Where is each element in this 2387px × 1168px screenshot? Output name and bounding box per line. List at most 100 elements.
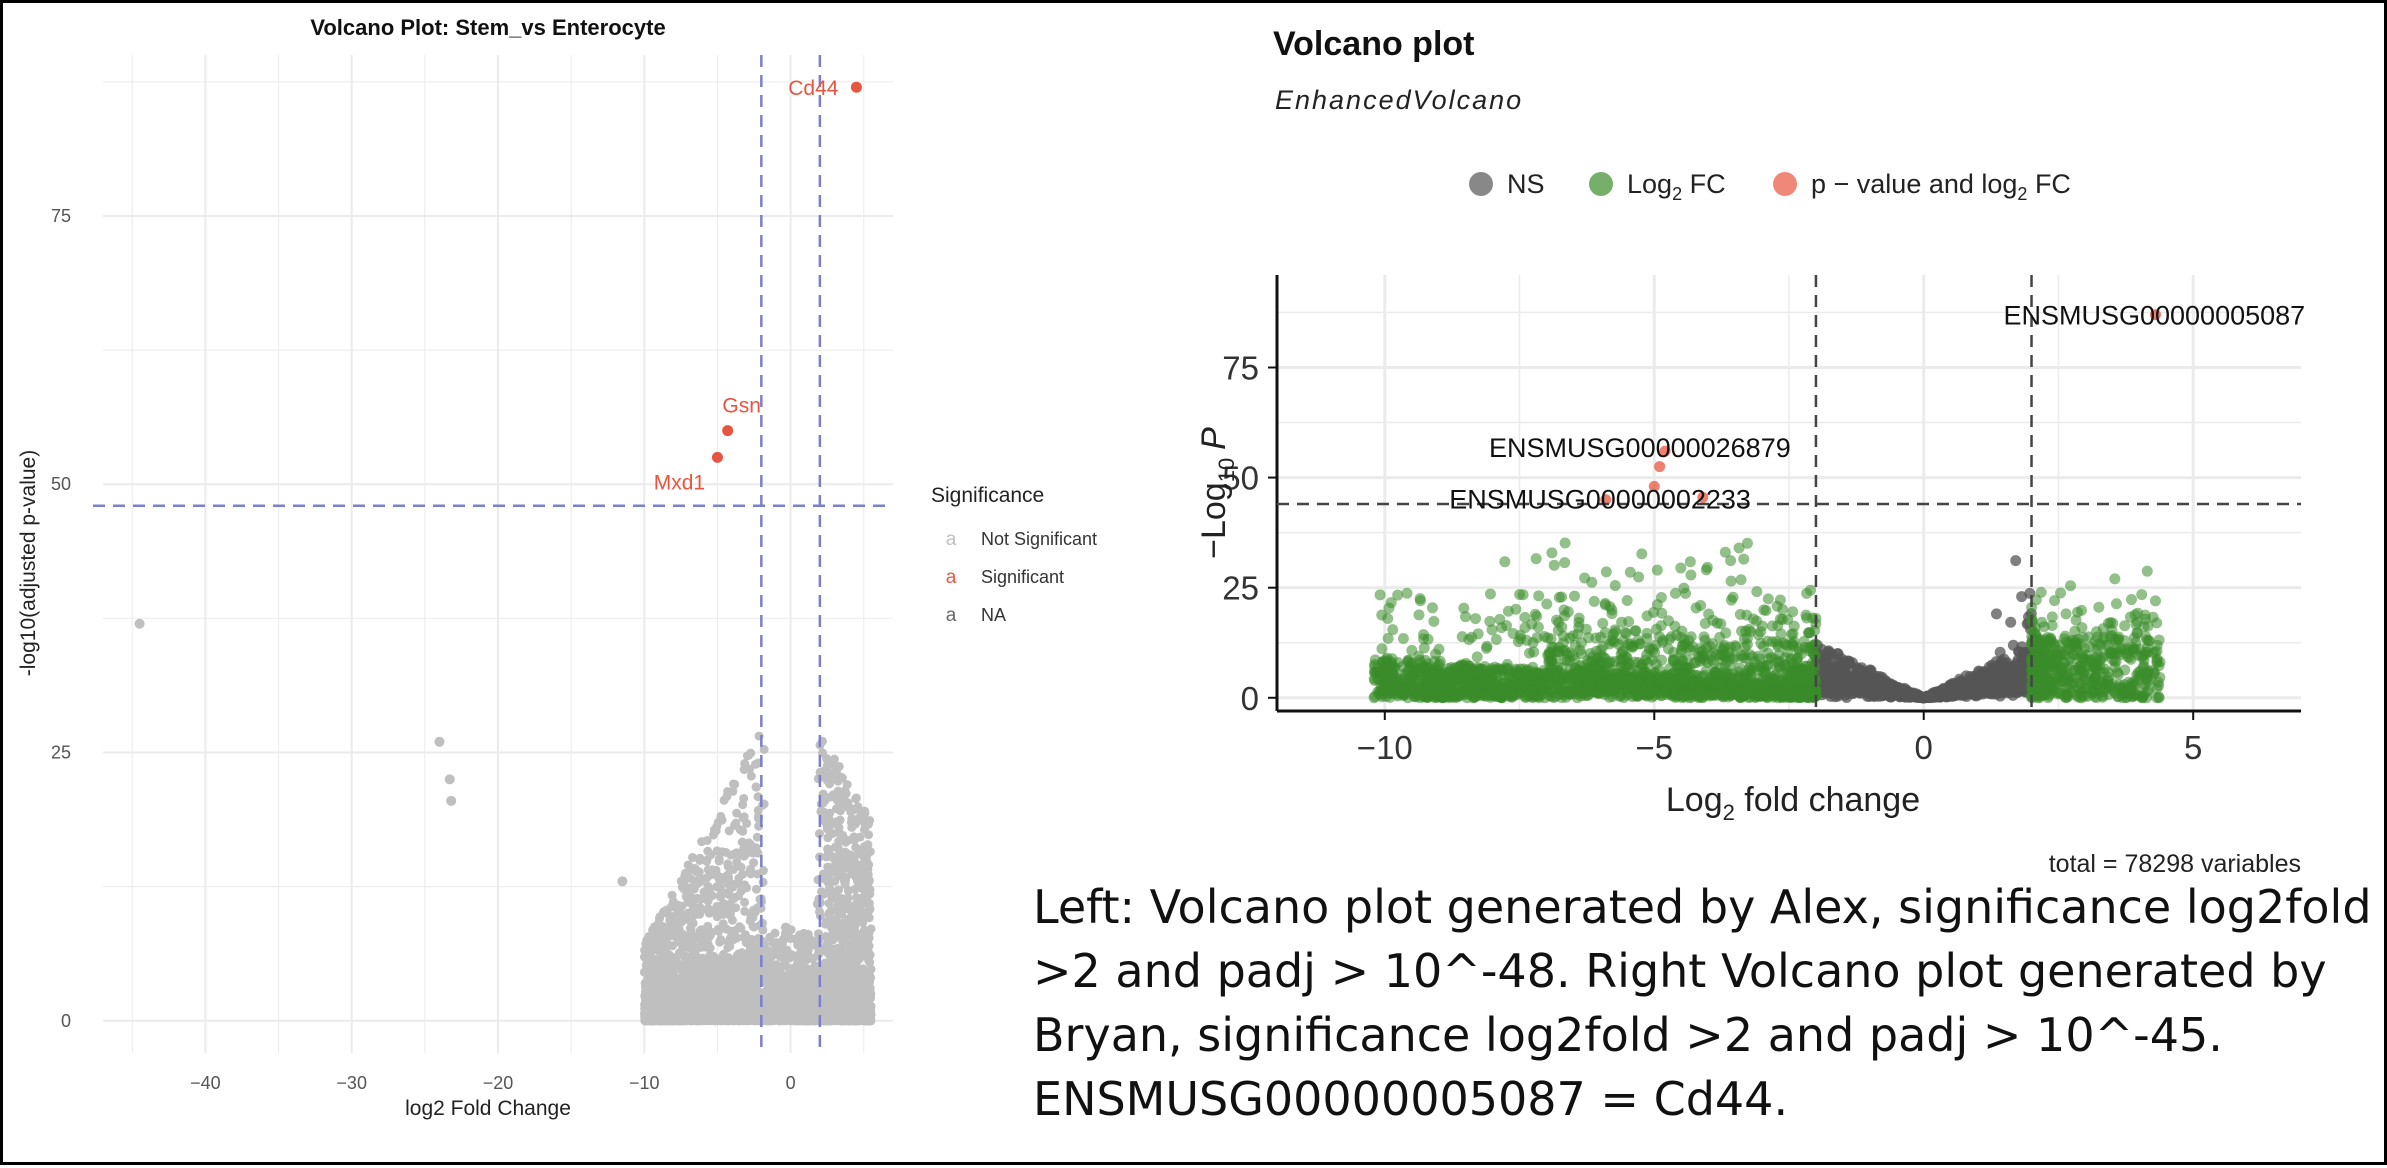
ns-point [776,970,785,979]
ns-point [822,997,831,1006]
ns-point [842,789,851,798]
ns-point [827,968,836,977]
ns-point [434,737,444,747]
ns-point [697,955,706,964]
ns-point [751,954,760,963]
legend-label: NS [1507,169,1545,199]
ns-point [755,895,764,904]
significant-point-label: Cd44 [788,77,839,100]
ns-point [642,968,651,977]
ns-point [715,854,724,863]
ns-point [821,977,830,986]
significant-point-label: Gsn [722,395,761,418]
ns-point [741,839,750,848]
ns-point [793,997,802,1006]
ns-point [794,941,803,950]
ns-point [687,864,696,873]
ns-point [709,1014,718,1023]
ns-point [706,944,715,953]
ns-point [678,981,687,990]
ns-point [843,780,852,789]
ns-point [727,880,736,889]
ns-point [831,916,840,925]
ns-point [833,796,842,805]
ns-point [709,986,718,995]
ns-point [655,912,664,921]
ns-point [835,849,844,858]
point-cloud [1369,538,2166,704]
ns-point [717,815,726,824]
ns-point [830,933,839,942]
ns-point [695,854,704,863]
ns-point [855,833,864,842]
ns-point [834,980,843,989]
ns-point [746,916,755,925]
ns-point [823,844,832,853]
ns-point [734,874,743,883]
ns-point [752,783,761,792]
ns-point [814,929,823,938]
ns-point [737,948,746,957]
ns-point [743,1014,752,1023]
ns-point [677,917,686,926]
ns-point [708,865,717,874]
ns-point [683,898,692,907]
legend-label: Significant [981,567,1064,587]
ns-point [834,787,843,796]
ns-point [826,821,835,830]
ns-point [834,1016,843,1025]
ns-point [643,955,652,964]
legend-key [1589,172,1613,196]
ns-point [852,793,861,802]
ns-point [672,910,681,919]
ns-point [851,1003,860,1012]
ns-point [848,911,857,920]
ns-point [841,864,850,873]
significant-point [851,82,862,93]
ns-point [725,826,734,835]
ns-point [837,998,846,1007]
ns-point [749,849,758,858]
ns-point [738,883,747,892]
ns-point [736,825,745,834]
ns-point [773,948,782,957]
ns-point [763,972,772,981]
ns-point [687,913,696,922]
ns-point [655,996,664,1005]
ns-point [682,873,691,882]
x-tick-label: −40 [190,1073,221,1093]
ns-point [695,868,704,877]
x-tick-label: −20 [483,1073,514,1093]
ns-point-cloud [640,732,876,1026]
ns-point [809,991,818,1000]
ns-point [703,1004,712,1013]
ns-point [782,923,791,932]
ns-point [803,946,812,955]
ns-point [845,850,854,859]
significant-point [712,452,723,463]
y-tick-label: 75 [51,206,71,226]
ns-point [746,865,755,874]
ns-point [747,971,756,980]
ns-point [822,940,831,949]
ns-point [844,798,853,807]
legend-label: p − value and log2 FC [1811,169,2071,204]
legend-label: Log2 FC [1627,169,1726,204]
ns-point [847,814,856,823]
ns-point [804,979,813,988]
right-chart-title: Volcano plot [1273,25,1474,63]
ns-point [700,891,709,900]
ns-point [837,931,846,940]
ns-point [824,909,833,918]
ns-point [759,878,768,887]
ns-point [865,885,874,894]
ns-point [708,975,717,984]
ns-point [446,796,456,806]
ns-point [851,871,860,880]
ns-point [851,901,860,910]
y-tick-label: 25 [51,743,71,763]
ns-point [825,809,834,818]
ns-point [736,924,745,933]
